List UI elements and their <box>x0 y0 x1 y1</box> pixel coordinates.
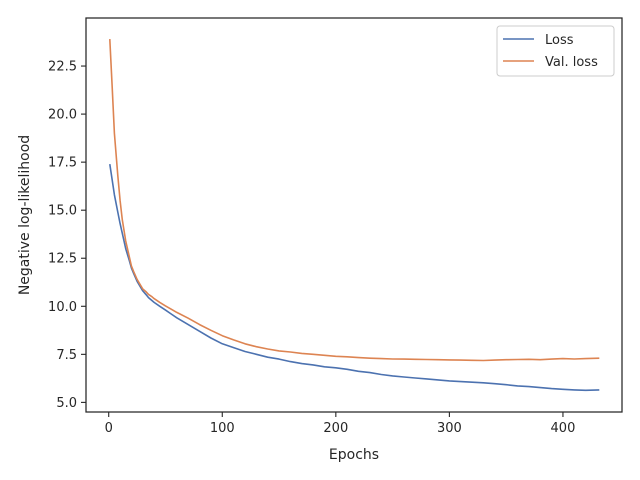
x-tick-label: 0 <box>105 421 113 436</box>
y-tick-label: 12.5 <box>48 252 77 267</box>
series-line-val-loss <box>109 39 600 362</box>
plot-frame <box>85 17 623 413</box>
y-tick-label: 20.0 <box>48 108 77 123</box>
legend-label-val-loss: Val. loss <box>545 55 598 70</box>
x-axis-label: Epochs <box>329 447 379 463</box>
y-tick-label: 7.5 <box>56 348 77 363</box>
y-axis: 5.0 7.5 10.0 12.5 15.0 17.5 20.0 22.5 <box>48 60 86 411</box>
series-layer <box>109 39 600 392</box>
y-tick-label: 22.5 <box>48 60 77 75</box>
legend: Loss Val. loss <box>496 25 615 77</box>
y-tick-label: 5.0 <box>56 396 77 411</box>
y-tick-label: 15.0 <box>48 204 77 219</box>
x-tick-label: 200 <box>323 421 348 436</box>
y-axis-label: Negative log-likelihood <box>17 135 33 295</box>
y-tick-label: 10.0 <box>48 300 77 315</box>
x-axis: 0 100 200 300 400 <box>105 412 576 436</box>
x-tick-label: 300 <box>437 421 462 436</box>
x-tick-label: 400 <box>551 421 576 436</box>
legend-label-loss: Loss <box>545 33 574 48</box>
x-tick-label: 100 <box>210 421 235 436</box>
y-tick-label: 17.5 <box>48 156 77 171</box>
